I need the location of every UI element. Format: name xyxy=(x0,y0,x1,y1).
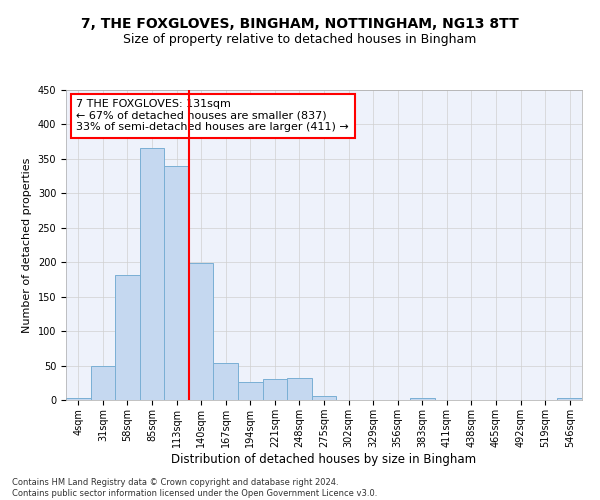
X-axis label: Distribution of detached houses by size in Bingham: Distribution of detached houses by size … xyxy=(172,452,476,466)
Y-axis label: Number of detached properties: Number of detached properties xyxy=(22,158,32,332)
Bar xyxy=(189,263,214,400)
Bar xyxy=(557,398,582,400)
Bar xyxy=(312,396,336,400)
Bar xyxy=(91,366,115,400)
Bar xyxy=(164,166,189,400)
Bar xyxy=(115,276,140,400)
Bar xyxy=(238,382,263,400)
Text: 7, THE FOXGLOVES, BINGHAM, NOTTINGHAM, NG13 8TT: 7, THE FOXGLOVES, BINGHAM, NOTTINGHAM, N… xyxy=(81,18,519,32)
Text: 7 THE FOXGLOVES: 131sqm
← 67% of detached houses are smaller (837)
33% of semi-d: 7 THE FOXGLOVES: 131sqm ← 67% of detache… xyxy=(76,100,349,132)
Bar xyxy=(263,378,287,400)
Bar xyxy=(410,398,434,400)
Text: Contains HM Land Registry data © Crown copyright and database right 2024.
Contai: Contains HM Land Registry data © Crown c… xyxy=(12,478,377,498)
Text: Size of property relative to detached houses in Bingham: Size of property relative to detached ho… xyxy=(124,32,476,46)
Bar xyxy=(287,378,312,400)
Bar xyxy=(214,363,238,400)
Bar xyxy=(140,148,164,400)
Bar xyxy=(66,398,91,400)
